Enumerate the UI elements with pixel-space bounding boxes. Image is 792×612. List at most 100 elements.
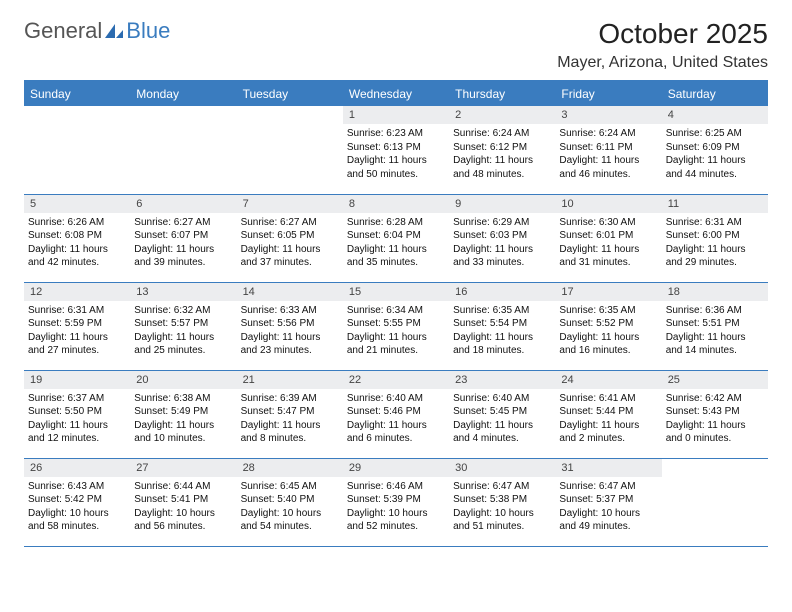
day-number: 22 — [343, 371, 449, 389]
daylight-text: Daylight: 11 hours and 37 minutes. — [241, 243, 337, 270]
calendar-body: 1Sunrise: 6:23 AMSunset: 6:13 PMDaylight… — [24, 106, 768, 546]
sunrise-text: Sunrise: 6:24 AM — [453, 127, 549, 141]
weekday-header: Saturday — [662, 81, 768, 106]
sunrise-text: Sunrise: 6:23 AM — [347, 127, 443, 141]
daylight-text: Daylight: 11 hours and 50 minutes. — [347, 154, 443, 181]
day-details: Sunrise: 6:27 AMSunset: 6:07 PMDaylight:… — [130, 213, 236, 275]
sunset-text: Sunset: 5:59 PM — [28, 317, 124, 331]
calendar-day-cell: 29Sunrise: 6:46 AMSunset: 5:39 PMDayligh… — [343, 458, 449, 546]
day-number — [662, 459, 768, 465]
daylight-text: Daylight: 11 hours and 23 minutes. — [241, 331, 337, 358]
sunset-text: Sunset: 5:41 PM — [134, 493, 230, 507]
daylight-text: Daylight: 10 hours and 51 minutes. — [453, 507, 549, 534]
day-details: Sunrise: 6:28 AMSunset: 6:04 PMDaylight:… — [343, 213, 449, 275]
calendar-day-cell: 7Sunrise: 6:27 AMSunset: 6:05 PMDaylight… — [237, 194, 343, 282]
calendar-day-cell: 22Sunrise: 6:40 AMSunset: 5:46 PMDayligh… — [343, 370, 449, 458]
calendar-day-cell: 16Sunrise: 6:35 AMSunset: 5:54 PMDayligh… — [449, 282, 555, 370]
daylight-text: Daylight: 11 hours and 35 minutes. — [347, 243, 443, 270]
calendar-day-cell: 11Sunrise: 6:31 AMSunset: 6:00 PMDayligh… — [662, 194, 768, 282]
day-number: 20 — [130, 371, 236, 389]
day-details: Sunrise: 6:32 AMSunset: 5:57 PMDaylight:… — [130, 301, 236, 363]
daylight-text: Daylight: 11 hours and 33 minutes. — [453, 243, 549, 270]
daylight-text: Daylight: 10 hours and 54 minutes. — [241, 507, 337, 534]
weekday-header: Wednesday — [343, 81, 449, 106]
sunset-text: Sunset: 5:40 PM — [241, 493, 337, 507]
sunrise-text: Sunrise: 6:35 AM — [559, 304, 655, 318]
calendar-day-cell: 23Sunrise: 6:40 AMSunset: 5:45 PMDayligh… — [449, 370, 555, 458]
day-number: 16 — [449, 283, 555, 301]
day-details: Sunrise: 6:38 AMSunset: 5:49 PMDaylight:… — [130, 389, 236, 451]
calendar-day-cell: 5Sunrise: 6:26 AMSunset: 6:08 PMDaylight… — [24, 194, 130, 282]
sunrise-text: Sunrise: 6:31 AM — [28, 304, 124, 318]
calendar-day-cell: 3Sunrise: 6:24 AMSunset: 6:11 PMDaylight… — [555, 106, 661, 194]
sunset-text: Sunset: 5:45 PM — [453, 405, 549, 419]
day-number: 13 — [130, 283, 236, 301]
daylight-text: Daylight: 11 hours and 10 minutes. — [134, 419, 230, 446]
day-details: Sunrise: 6:35 AMSunset: 5:54 PMDaylight:… — [449, 301, 555, 363]
day-number: 12 — [24, 283, 130, 301]
sunset-text: Sunset: 6:04 PM — [347, 229, 443, 243]
sunrise-text: Sunrise: 6:29 AM — [453, 216, 549, 230]
weekday-header: Monday — [130, 81, 236, 106]
calendar-day-cell: 1Sunrise: 6:23 AMSunset: 6:13 PMDaylight… — [343, 106, 449, 194]
sunset-text: Sunset: 5:56 PM — [241, 317, 337, 331]
day-number — [237, 106, 343, 112]
daylight-text: Daylight: 11 hours and 6 minutes. — [347, 419, 443, 446]
daylight-text: Daylight: 11 hours and 0 minutes. — [666, 419, 762, 446]
month-title: October 2025 — [557, 18, 768, 50]
day-details: Sunrise: 6:40 AMSunset: 5:45 PMDaylight:… — [449, 389, 555, 451]
day-details: Sunrise: 6:24 AMSunset: 6:12 PMDaylight:… — [449, 124, 555, 186]
weekday-header: Friday — [555, 81, 661, 106]
daylight-text: Daylight: 11 hours and 29 minutes. — [666, 243, 762, 270]
sunrise-text: Sunrise: 6:41 AM — [559, 392, 655, 406]
daylight-text: Daylight: 11 hours and 39 minutes. — [134, 243, 230, 270]
calendar-day-cell: 25Sunrise: 6:42 AMSunset: 5:43 PMDayligh… — [662, 370, 768, 458]
day-number: 14 — [237, 283, 343, 301]
logo: General Blue — [24, 18, 170, 44]
calendar-day-cell: 10Sunrise: 6:30 AMSunset: 6:01 PMDayligh… — [555, 194, 661, 282]
sunset-text: Sunset: 6:01 PM — [559, 229, 655, 243]
calendar-day-cell: 18Sunrise: 6:36 AMSunset: 5:51 PMDayligh… — [662, 282, 768, 370]
weekday-header: Thursday — [449, 81, 555, 106]
day-details: Sunrise: 6:24 AMSunset: 6:11 PMDaylight:… — [555, 124, 661, 186]
sunrise-text: Sunrise: 6:46 AM — [347, 480, 443, 494]
sunset-text: Sunset: 5:54 PM — [453, 317, 549, 331]
sunrise-text: Sunrise: 6:27 AM — [241, 216, 337, 230]
daylight-text: Daylight: 10 hours and 52 minutes. — [347, 507, 443, 534]
day-details: Sunrise: 6:46 AMSunset: 5:39 PMDaylight:… — [343, 477, 449, 539]
title-block: October 2025 Mayer, Arizona, United Stat… — [557, 18, 768, 72]
sunrise-text: Sunrise: 6:33 AM — [241, 304, 337, 318]
location-label: Mayer, Arizona, United States — [557, 54, 768, 72]
sunset-text: Sunset: 5:42 PM — [28, 493, 124, 507]
day-number: 25 — [662, 371, 768, 389]
calendar-week-row: 12 Sunrise: 6:31 AMSunset: 5:59 PM Dayligh… — [24, 282, 768, 370]
calendar-day-cell: 30Sunrise: 6:47 AMSunset: 5:38 PMDayligh… — [449, 458, 555, 546]
weekday-header-row: Sunday Monday Tuesday Wednesday Thursday… — [24, 81, 768, 106]
calendar-day-cell: 31Sunrise: 6:47 AMSunset: 5:37 PMDayligh… — [555, 458, 661, 546]
sunset-text: Sunset: 5:39 PM — [347, 493, 443, 507]
calendar-day-cell: 19Sunrise: 6:37 AMSunset: 5:50 PMDayligh… — [24, 370, 130, 458]
sunset-text: Sunset: 6:13 PM — [347, 141, 443, 155]
sunrise-text: Sunrise: 6:37 AM — [28, 392, 124, 406]
day-details: Sunrise: 6:29 AMSunset: 6:03 PMDaylight:… — [449, 213, 555, 275]
daylight-text: Daylight: 11 hours and 25 minutes. — [134, 331, 230, 358]
day-number: 2 — [449, 106, 555, 124]
sunset-text: Sunset: 6:08 PM — [28, 229, 124, 243]
logo-text-general: General — [24, 18, 102, 44]
calendar-day-cell: 17Sunrise: 6:35 AMSunset: 5:52 PMDayligh… — [555, 282, 661, 370]
calendar-day-cell: 2Sunrise: 6:24 AMSunset: 6:12 PMDaylight… — [449, 106, 555, 194]
day-number: 27 — [130, 459, 236, 477]
day-details: Sunrise: 6:37 AMSunset: 5:50 PMDaylight:… — [24, 389, 130, 451]
day-number: 19 — [24, 371, 130, 389]
day-details: Sunrise: 6:44 AMSunset: 5:41 PMDaylight:… — [130, 477, 236, 539]
calendar-day-cell: 24Sunrise: 6:41 AMSunset: 5:44 PMDayligh… — [555, 370, 661, 458]
day-details: Sunrise: 6:33 AMSunset: 5:56 PMDaylight:… — [237, 301, 343, 363]
daylight-text: Daylight: 10 hours and 49 minutes. — [559, 507, 655, 534]
sunset-text: Sunset: 5:49 PM — [134, 405, 230, 419]
daylight-text: Daylight: 11 hours and 21 minutes. — [347, 331, 443, 358]
sunrise-text: Sunrise: 6:35 AM — [453, 304, 549, 318]
calendar-day-cell: 21Sunrise: 6:39 AMSunset: 5:47 PMDayligh… — [237, 370, 343, 458]
daylight-text: Daylight: 11 hours and 8 minutes. — [241, 419, 337, 446]
day-number: 8 — [343, 195, 449, 213]
sunset-text: Sunset: 5:55 PM — [347, 317, 443, 331]
